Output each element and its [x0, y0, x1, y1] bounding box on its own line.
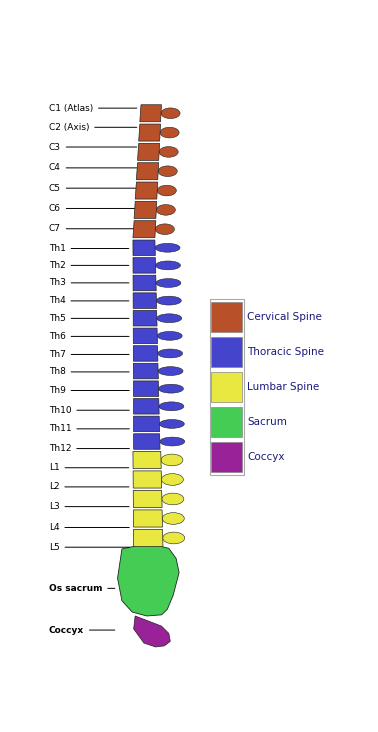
Ellipse shape: [161, 108, 180, 119]
Text: Th12: Th12: [49, 444, 129, 453]
Text: Th5: Th5: [49, 314, 129, 323]
Text: Thoracic Spine: Thoracic Spine: [247, 347, 324, 357]
Polygon shape: [140, 105, 161, 122]
Ellipse shape: [162, 493, 184, 505]
Text: Cervical Spine: Cervical Spine: [247, 313, 322, 322]
FancyBboxPatch shape: [211, 302, 242, 332]
Ellipse shape: [159, 402, 184, 411]
FancyBboxPatch shape: [211, 337, 242, 367]
Polygon shape: [133, 363, 158, 379]
Text: Lumbar Spine: Lumbar Spine: [247, 382, 319, 392]
Text: Th10: Th10: [49, 406, 129, 415]
Text: Th7: Th7: [49, 350, 129, 359]
Text: C3: C3: [49, 143, 137, 152]
Polygon shape: [133, 221, 156, 238]
Text: Coccyx: Coccyx: [247, 452, 285, 462]
Ellipse shape: [155, 243, 180, 253]
FancyBboxPatch shape: [211, 372, 242, 403]
Text: Th9: Th9: [49, 386, 129, 395]
Polygon shape: [133, 346, 158, 361]
Text: C6: C6: [49, 204, 137, 213]
Polygon shape: [133, 510, 163, 527]
Ellipse shape: [162, 512, 184, 524]
Ellipse shape: [158, 349, 183, 358]
Polygon shape: [118, 545, 179, 616]
Ellipse shape: [161, 474, 183, 485]
Text: L1: L1: [49, 463, 129, 472]
Ellipse shape: [157, 185, 176, 196]
Ellipse shape: [163, 532, 185, 544]
Polygon shape: [136, 163, 159, 180]
Ellipse shape: [159, 146, 178, 157]
Polygon shape: [133, 275, 156, 291]
Polygon shape: [133, 452, 161, 468]
Polygon shape: [133, 529, 163, 547]
Polygon shape: [134, 201, 157, 218]
Text: C4: C4: [49, 163, 137, 172]
Polygon shape: [133, 240, 155, 255]
Text: Os sacrum: Os sacrum: [49, 584, 115, 593]
Ellipse shape: [158, 166, 177, 176]
Text: C1 (Atlas): C1 (Atlas): [49, 104, 137, 113]
Text: L4: L4: [49, 523, 129, 532]
Text: Coccyx: Coccyx: [49, 626, 115, 635]
Ellipse shape: [155, 224, 174, 234]
Ellipse shape: [160, 127, 179, 138]
Text: Th1: Th1: [49, 244, 129, 253]
Ellipse shape: [156, 296, 181, 305]
Text: Th6: Th6: [49, 332, 129, 341]
Text: C5: C5: [49, 184, 137, 193]
FancyBboxPatch shape: [211, 407, 242, 437]
Polygon shape: [133, 417, 160, 432]
Text: C2 (Axis): C2 (Axis): [49, 123, 137, 132]
Text: Th2: Th2: [49, 261, 129, 270]
Polygon shape: [139, 124, 161, 141]
Text: Sacrum: Sacrum: [247, 417, 287, 427]
FancyBboxPatch shape: [211, 442, 242, 472]
Text: C7: C7: [49, 224, 137, 234]
Text: L5: L5: [49, 542, 129, 552]
Polygon shape: [133, 434, 160, 449]
Polygon shape: [133, 310, 157, 326]
Text: Th4: Th4: [49, 296, 129, 305]
Text: L2: L2: [49, 482, 129, 491]
Polygon shape: [133, 293, 156, 308]
Polygon shape: [134, 616, 170, 647]
Ellipse shape: [161, 454, 183, 466]
Polygon shape: [133, 328, 158, 343]
Ellipse shape: [157, 314, 182, 323]
Polygon shape: [133, 490, 162, 507]
Polygon shape: [133, 398, 159, 414]
Ellipse shape: [160, 437, 185, 446]
Text: Th8: Th8: [49, 367, 129, 376]
Polygon shape: [133, 381, 159, 397]
Ellipse shape: [157, 332, 182, 340]
Ellipse shape: [156, 279, 181, 288]
Polygon shape: [138, 143, 160, 160]
Text: Th11: Th11: [49, 425, 129, 433]
Ellipse shape: [160, 419, 184, 428]
Ellipse shape: [156, 261, 180, 270]
Ellipse shape: [156, 204, 175, 215]
Text: L3: L3: [49, 502, 129, 511]
Polygon shape: [133, 471, 162, 488]
Text: Th3: Th3: [49, 278, 129, 288]
Ellipse shape: [158, 384, 183, 393]
Ellipse shape: [158, 367, 183, 376]
Polygon shape: [133, 258, 156, 273]
Polygon shape: [135, 182, 158, 199]
